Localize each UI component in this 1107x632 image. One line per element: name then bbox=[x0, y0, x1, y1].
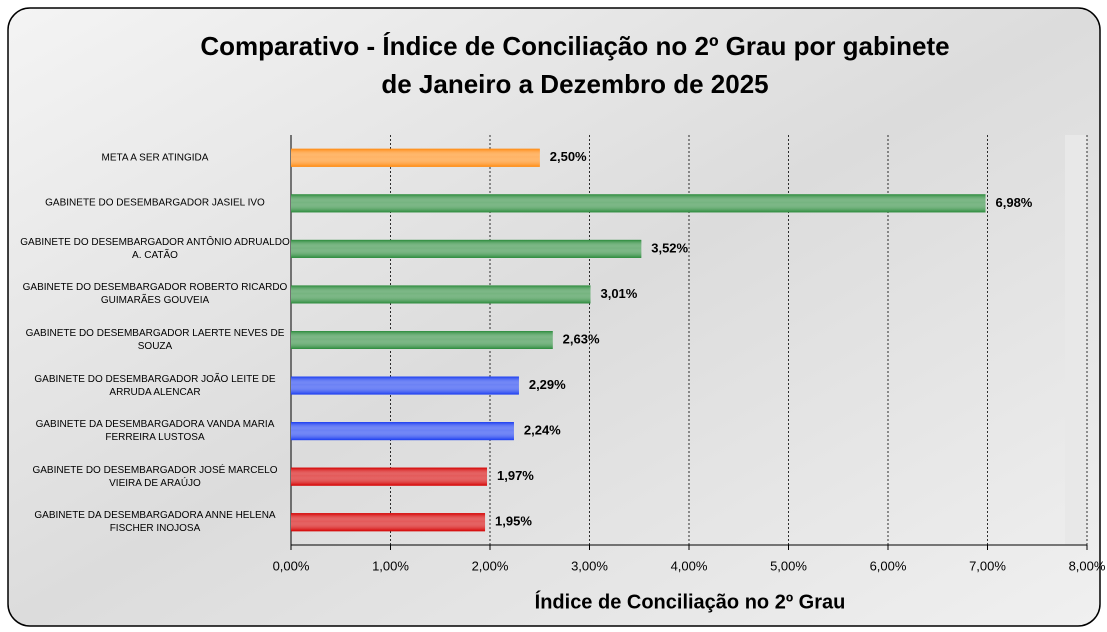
y-tick-label: GABINETE DO DESEMBARGADOR ANTÔNIO ADRUAL… bbox=[20, 236, 290, 261]
y-tick-label: META A SER ATINGIDA bbox=[101, 152, 209, 164]
x-axis-title: Índice de Conciliação no 2º Grau bbox=[535, 590, 846, 613]
bar-shine bbox=[291, 194, 986, 213]
y-tick-label: GABINETE DO DESEMBARGADOR LAERTE NEVES D… bbox=[25, 328, 285, 352]
bar-shine bbox=[291, 148, 540, 167]
value-label: 2,50% bbox=[550, 149, 587, 164]
x-tick-label: 5,00% bbox=[770, 558, 807, 573]
bar-shine bbox=[291, 513, 486, 532]
y-tick-label: GABINETE DO DESEMBARGADOR ROBERTO RICARD… bbox=[22, 282, 288, 307]
bar-shine bbox=[291, 331, 553, 349]
bar-shine bbox=[291, 285, 591, 304]
bar-shine bbox=[291, 467, 488, 486]
value-label: 3,52% bbox=[651, 240, 688, 255]
chart-title: Comparativo - Índice de Conciliação no 2… bbox=[200, 31, 949, 61]
value-label: 6,98% bbox=[996, 195, 1033, 210]
chart-title: de Janeiro a Dezembro de 2025 bbox=[381, 69, 768, 99]
x-tick-label: 2,00% bbox=[472, 558, 509, 573]
y-tick-label: GABINETE DO DESEMBARGADOR JOÃO LEITE DE … bbox=[34, 373, 276, 398]
value-label: 2,24% bbox=[524, 423, 561, 438]
value-label: 3,01% bbox=[600, 286, 637, 301]
x-tick-label: 3,00% bbox=[571, 558, 608, 573]
y-tick-label: GABINETE DA DESEMBARGADORA ANNE HELENA F… bbox=[34, 510, 276, 535]
x-tick-label: 0,00% bbox=[273, 558, 310, 573]
value-label: 2,29% bbox=[529, 377, 566, 392]
x-tick-label: 7,00% bbox=[969, 558, 1006, 573]
x-tick-label: 6,00% bbox=[870, 558, 907, 573]
value-label: 1,95% bbox=[495, 514, 532, 529]
bar-shine bbox=[291, 239, 642, 258]
x-tick-label: 8,00% bbox=[1069, 558, 1106, 573]
x-tick-label: 1,00% bbox=[372, 558, 409, 573]
bar-shine bbox=[291, 422, 514, 441]
x-tick-label: 4,00% bbox=[671, 558, 708, 573]
bar-shine bbox=[291, 376, 519, 395]
plot-edge bbox=[1065, 135, 1087, 545]
y-tick-label: GABINETE DA DESEMBARGADORA VANDA MARIA F… bbox=[35, 419, 275, 444]
value-label: 1,97% bbox=[497, 468, 534, 483]
y-tick-label: GABINETE DO DESEMBARGADOR JOSÉ MARCELO V… bbox=[32, 464, 278, 489]
value-label: 2,63% bbox=[563, 331, 600, 346]
y-tick-label: GABINETE DO DESEMBARGADOR JASIEL IVO bbox=[45, 197, 265, 209]
panel bbox=[7, 7, 1101, 627]
